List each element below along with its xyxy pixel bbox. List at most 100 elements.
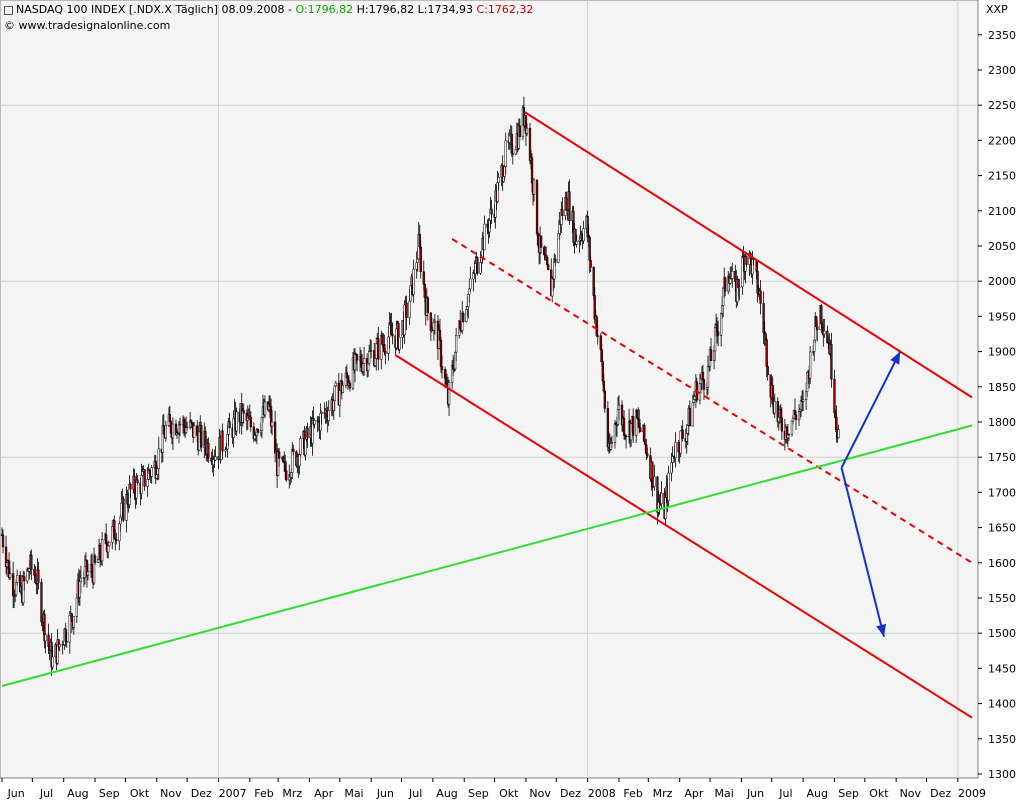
price-bar-body [624, 435, 628, 438]
chart-menu-icon[interactable] [4, 5, 13, 15]
price-bar-body [285, 470, 288, 481]
x-tick-marks [1, 778, 959, 782]
price-bar-body [674, 442, 677, 458]
price-bar-body [341, 385, 345, 393]
price-bar-body [600, 349, 603, 362]
price-bar-body [100, 539, 104, 562]
price-bar-body [242, 410, 245, 414]
price-bar-body [348, 382, 352, 389]
price-bar-body [232, 417, 235, 438]
y-tick-label: 1950 [988, 310, 1016, 323]
price-bar-body [787, 433, 791, 436]
price-bar-body [68, 614, 71, 643]
y-tick-label: 1450 [988, 662, 1016, 675]
y-tick-label: 1350 [988, 733, 1016, 746]
price-bar-body [830, 343, 833, 380]
price-bar-body [221, 430, 224, 452]
price-bar-body [511, 153, 514, 155]
trendline-channel-mid [451, 238, 973, 564]
close-value: C:1762,32 [476, 3, 534, 16]
price-bar-body [256, 429, 260, 433]
price-bar-body [617, 404, 621, 410]
price-bar-body [440, 366, 444, 370]
arrow-down-shaft [840, 467, 885, 637]
price-bar-body [140, 475, 143, 494]
y-axis-labels: 1300 1350 1400 1450 1500 1550 1600 1650 1700 1750… [988, 29, 1016, 781]
trendline-channel-lower [394, 354, 973, 719]
price-bar-body [530, 157, 534, 184]
price-bar-body [745, 256, 748, 265]
x-tick-label: Mai [344, 787, 363, 800]
price-bar-body [667, 472, 670, 501]
arrow-up-shaft [840, 351, 902, 469]
low-value: L:1734,93 [417, 3, 473, 16]
y-tick-label: 2300 [988, 64, 1016, 77]
price-bar-body [561, 209, 564, 217]
price-bar-body [362, 358, 366, 364]
y-tick-label: 1300 [988, 768, 1016, 781]
price-bar-body [412, 268, 415, 295]
price-bar-body [837, 429, 840, 438]
price-bar-body [108, 541, 111, 547]
price-bar-body [568, 191, 571, 222]
price-bar-body [504, 140, 507, 168]
price-bar-body [622, 418, 626, 436]
price-bar-body [40, 582, 43, 622]
trendlines [1, 111, 973, 719]
y-tick-label: 2200 [988, 134, 1016, 147]
copyright-note: © www.tradesignalonline.com [4, 19, 171, 32]
price-bar-body [525, 127, 529, 134]
price-bar-body [731, 270, 734, 279]
price-bar-body [235, 411, 238, 432]
price-bar-body [709, 349, 713, 361]
chart-header: NASDAQ 100 INDEX [.NDX.X Täglich] 08.09.… [4, 3, 533, 16]
price-bar-body [51, 656, 54, 668]
price-bar-body [129, 483, 132, 490]
x-tick-label: Aug [67, 787, 88, 800]
price-bar-body [320, 412, 323, 414]
price-bar-body [214, 456, 217, 461]
price-bar-body [405, 302, 408, 318]
y-tick-label: 1650 [988, 522, 1016, 535]
x-tick-label: Dez [930, 787, 951, 800]
price-bar-body [79, 577, 83, 583]
price-bar-body [150, 467, 153, 477]
price-bar-body [270, 421, 274, 427]
price-bar-body [277, 451, 281, 459]
price-bar-body [93, 555, 97, 563]
price-bar-body [651, 461, 654, 488]
trendline-support [1, 424, 973, 687]
price-bar-body [455, 335, 458, 353]
price-bar-body [16, 574, 19, 583]
price-bar-body [653, 476, 656, 487]
price-bar-body [37, 569, 40, 583]
x-tick-label: Jun [376, 787, 394, 800]
price-bar-body [200, 425, 203, 448]
price-bar-body [497, 177, 500, 183]
price-bar-body [646, 453, 649, 456]
price-series [0, 96, 840, 676]
price-bar-body [107, 545, 110, 553]
x-tick-label: Nov [160, 787, 182, 800]
price-bar-body [249, 416, 252, 428]
price-bar-body [419, 246, 422, 273]
price-bar-body [681, 429, 684, 439]
scale-name: XXP [986, 3, 1008, 16]
x-tick-label: Okt [499, 787, 519, 800]
price-bar-body [809, 351, 812, 379]
y-tick-label: 1800 [988, 416, 1016, 429]
price-bar-body [47, 634, 50, 647]
price-bar-body [146, 479, 149, 487]
price-bar-body [801, 399, 805, 402]
price-bar-body [518, 125, 522, 137]
price-bar-body [44, 634, 47, 642]
y-tick-label: 2350 [988, 29, 1016, 42]
price-bar-body [70, 613, 73, 622]
price-bar-body [738, 286, 741, 289]
price-bar-body [115, 539, 118, 542]
price-bar-body [157, 448, 160, 470]
x-tick-label: Nov [529, 787, 551, 800]
chart-title: NASDAQ 100 INDEX [.NDX.X Täglich] 08.09.… [16, 3, 292, 16]
price-bar-body [72, 616, 75, 628]
price-bar-body [643, 424, 646, 441]
